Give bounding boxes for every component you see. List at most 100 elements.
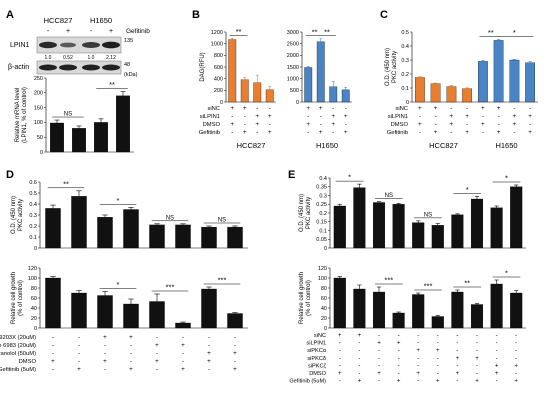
condition-sign: + <box>233 366 237 373</box>
condition-sign: - <box>450 105 452 112</box>
y-axis-label: O.D. (450 nm)PKC activity <box>11 196 24 234</box>
bar <box>71 196 87 249</box>
condition-sign: + <box>155 358 159 365</box>
significance-label: ** <box>109 80 115 89</box>
y-tick-label: 0.3 <box>29 213 37 219</box>
y-axis-label: Relative mRNA level(LPIN1, % of control) <box>15 87 28 143</box>
significance-label: ** <box>488 28 494 37</box>
condition-sign: - <box>52 342 54 349</box>
condition-sign: - <box>456 362 458 369</box>
condition-sign: + <box>207 350 211 357</box>
y-axis-label-line: (LPIN1, % of control) <box>22 87 28 143</box>
condition-label: siNC <box>314 333 326 339</box>
condition-sign: - <box>234 358 236 365</box>
condition-sign: + <box>255 113 259 120</box>
condition-sign: + <box>475 355 479 362</box>
condition-sign: + <box>495 370 499 377</box>
y-tick-label: 20 <box>321 316 327 322</box>
condition-sign: + <box>418 105 422 112</box>
y-tick-label: 80 <box>321 286 327 292</box>
condition-sign: - <box>482 113 484 120</box>
condition-sign: + <box>268 113 272 120</box>
condition-sign: - <box>231 113 233 120</box>
condition-sign: - <box>52 350 54 357</box>
bar <box>430 83 441 103</box>
bar <box>412 294 425 329</box>
bar <box>265 89 274 103</box>
y-tick-label: 0.35 <box>316 185 327 191</box>
condition-sign: + <box>129 366 133 373</box>
condition-sign: - <box>378 378 380 385</box>
condition-sign: - <box>358 347 360 354</box>
condition-sign: - <box>437 355 439 362</box>
panel-letter-e: E <box>288 169 295 181</box>
bar <box>510 186 523 249</box>
bar <box>72 128 86 153</box>
condition-sign: + <box>416 347 420 354</box>
condition-sign: + <box>436 378 440 385</box>
condition-sign: + <box>207 358 211 365</box>
bar <box>446 86 457 103</box>
y-tick-label: 120 <box>28 266 37 272</box>
condition-sign: - <box>339 378 341 385</box>
condition-table-c: siNC + + - - + + - -siLPIN1- - + + - - + +DMSO + - + - + - + -G… <box>387 105 533 136</box>
y-tick-label: 3000 <box>287 30 299 36</box>
condition-sign: - <box>417 332 419 339</box>
condition-sign: - <box>269 105 271 112</box>
y-tick-label: 1000 <box>287 76 299 82</box>
significance-label: ** <box>312 27 318 36</box>
condition-sign: - <box>244 121 246 128</box>
blot-treatment-label: Gefitinib <box>126 28 150 35</box>
condition-label: siPKCζ <box>308 363 327 369</box>
condition-table-b: siNC + + - - + + - -siLPIN1- - + + - - + +DMSO + - + - + - + -G… <box>199 105 348 136</box>
band-ratio-2: 0.52 <box>63 55 73 61</box>
condition-sign: - <box>345 105 347 112</box>
significance-label: * <box>505 269 508 278</box>
y-tick-label: 0.05 <box>316 237 327 243</box>
band-ratio-1: 1.0 <box>45 55 52 61</box>
bar <box>45 208 61 249</box>
y-tick-label: 0 <box>406 100 409 106</box>
y-tick-label: 0.1 <box>319 228 327 234</box>
y-axis-label-line: (% of control) <box>18 280 24 316</box>
condition-sign: - <box>496 340 498 347</box>
condition-label: siLPIN1 <box>306 341 326 347</box>
mw-marker-135: 135 <box>124 38 133 44</box>
y-tick-label: 60 <box>321 296 327 302</box>
western-blot-panel-a: HCC827 H1650 - + - + Gefitinib LPIN1 135… <box>8 16 150 78</box>
y-tick-label: 0 <box>324 326 327 332</box>
y-tick-label: 200 <box>34 91 43 97</box>
blot-sign-3: - <box>90 28 93 35</box>
lpin1-band <box>39 41 57 49</box>
condition-sign: + <box>338 370 342 377</box>
condition-sign: - <box>437 340 439 347</box>
y-tick-label: 0.25 <box>316 202 327 208</box>
condition-label: siPKCδ <box>307 356 326 362</box>
condition-sign: - <box>307 113 309 120</box>
bar <box>412 222 425 249</box>
y-tick-label: 0.5 <box>29 191 37 197</box>
condition-sign: + <box>77 366 81 373</box>
condition-sign: + <box>306 121 310 128</box>
bar <box>392 204 405 249</box>
condition-table-e: siNC + + - - - - - - - -siLPIN1- - + + - - - - - -siPKCα - - -… <box>289 332 518 385</box>
condition-sign: - <box>515 347 517 354</box>
y-tick-label: 800 <box>214 53 223 59</box>
bar <box>45 277 61 329</box>
bar <box>201 226 217 249</box>
y-tick-label: 100 <box>28 276 37 282</box>
bar <box>175 224 191 249</box>
condition-sign: + <box>465 129 469 136</box>
condition-sign: - <box>515 355 517 362</box>
y-tick-label: 0.1 <box>401 86 409 92</box>
condition-sign: - <box>419 129 421 136</box>
condition-label: Go 6983 (20uM) <box>0 343 36 349</box>
y-axis-label-line: PKC activity <box>18 199 24 231</box>
condition-sign: - <box>130 350 132 357</box>
condition-sign: - <box>231 129 233 136</box>
bar <box>71 292 87 329</box>
condition-sign: - <box>437 370 439 377</box>
condition-sign: - <box>244 113 246 120</box>
